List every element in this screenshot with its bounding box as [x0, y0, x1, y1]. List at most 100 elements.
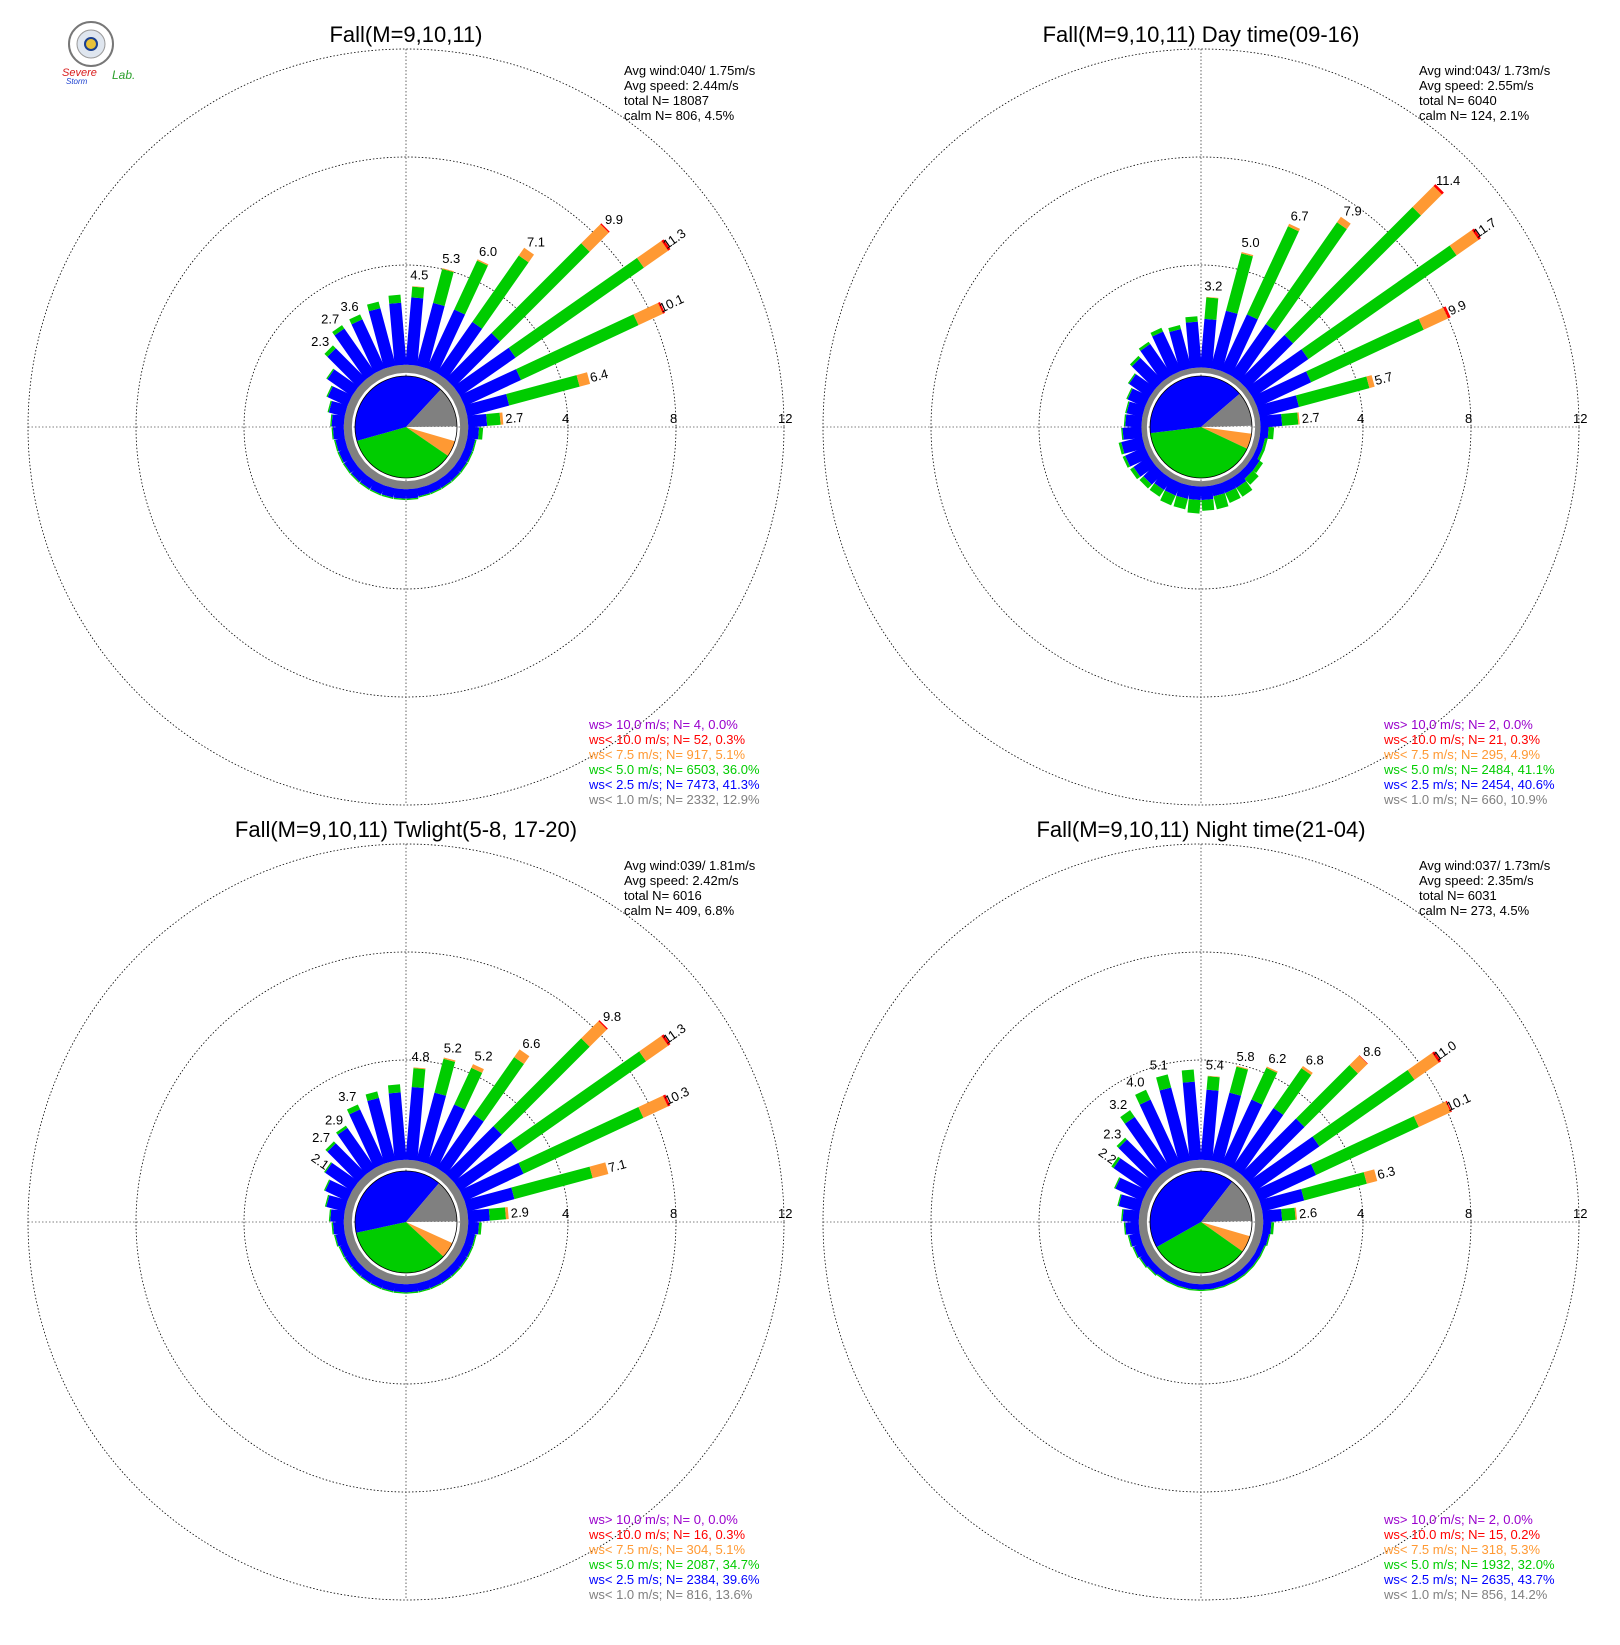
- direction-bar-segment: [1262, 1251, 1263, 1252]
- direction-bar-segment: [455, 450, 462, 453]
- direction-bar-segment: [401, 1276, 402, 1284]
- direction-bar-segment: [1215, 370, 1216, 375]
- legend-entry: ws> 10.0 m/s; N= 0, 0.0%: [588, 1512, 738, 1527]
- direction-bar-segment: [337, 443, 346, 445]
- direction-bar-segment: [1239, 465, 1243, 469]
- direction-bar-segment: [390, 367, 392, 375]
- direction-total-label: 2.7: [312, 1130, 330, 1145]
- direction-bar-segment: [1206, 319, 1210, 367]
- stats-line: calm N= 273, 4.5%: [1419, 903, 1530, 918]
- direction-bar-segment: [1152, 1266, 1157, 1271]
- direction-bar-segment: [346, 411, 354, 413]
- direction-total-label: 4.5: [410, 268, 428, 283]
- direction-bar-segment: [1231, 491, 1236, 501]
- direction-bar-segment: [355, 1186, 362, 1191]
- direction-bar-segment: [489, 1213, 505, 1214]
- direction-bar-segment: [1249, 475, 1255, 481]
- direction-total-label: 2.9: [325, 1112, 343, 1127]
- direction-bar-segment: [1278, 1072, 1306, 1112]
- direction-bar-segment: [437, 1266, 442, 1273]
- direction-bar-segment: [1185, 1274, 1187, 1282]
- direction-bar-segment: [585, 1025, 602, 1042]
- direction-total-label: 2.3: [1103, 1126, 1121, 1141]
- direction-bar-segment: [450, 1186, 457, 1191]
- direction-bar-segment: [446, 485, 447, 486]
- direction-bar-segment: [1245, 1266, 1249, 1270]
- direction-total-label: 6.0: [479, 244, 497, 259]
- direction-bar-segment: [370, 1171, 375, 1178]
- direction-bar-segment: [591, 1168, 607, 1172]
- direction-bar-segment: [1123, 442, 1144, 448]
- direction-bar-segment: [350, 450, 357, 453]
- direction-bar-segment: [420, 1274, 422, 1282]
- direction-bar-segment: [1126, 1227, 1139, 1228]
- direction-bar-segment: [1232, 471, 1235, 475]
- direction-bar-segment: [1159, 476, 1167, 487]
- direction-bar-segment: [1411, 1058, 1435, 1075]
- direction-bar-segment: [1239, 1178, 1245, 1184]
- direction-total-label: 3.2: [1204, 278, 1222, 293]
- direction-bar-segment: [362, 1178, 368, 1184]
- direction-bar-segment: [1172, 1283, 1173, 1284]
- ring-label: 12: [778, 411, 792, 426]
- direction-bar-segment: [1165, 1171, 1170, 1178]
- direction-bar-segment: [1192, 322, 1196, 368]
- direction-total-label: 6.6: [522, 1036, 540, 1051]
- direction-bar-segment: [1250, 1245, 1257, 1248]
- direction-bar-segment: [468, 1227, 479, 1228]
- direction-bar-segment: [1227, 1278, 1229, 1283]
- direction-bar-segment: [1151, 1271, 1152, 1272]
- direction-bar-segment: [1250, 461, 1257, 466]
- direction-bar-segment: [376, 1286, 377, 1287]
- direction-bar-segment: [1143, 1258, 1150, 1263]
- direction-bar-segment: [1162, 1277, 1163, 1278]
- direction-bar-segment: [1123, 1215, 1139, 1216]
- direction-bar-segment: [1253, 1236, 1261, 1238]
- direction-bar-segment: [394, 295, 395, 303]
- direction-bar-segment: [496, 248, 586, 338]
- direction-bar-segment: [487, 419, 500, 420]
- direction-bar-segment: [1175, 1166, 1178, 1173]
- direction-bar-segment: [1186, 370, 1187, 375]
- direction-bar-segment: [450, 458, 457, 463]
- direction-bar-segment: [1157, 1260, 1163, 1266]
- direction-bar-segment: [444, 1260, 450, 1266]
- direction-bar-segment: [411, 1088, 417, 1161]
- direction-bar-segment: [346, 1236, 354, 1238]
- legend-entry: ws< 7.5 m/s; N= 304, 5.1%: [588, 1542, 746, 1557]
- direction-total-label: 3.2: [1109, 1097, 1127, 1112]
- direction-bar-segment: [1206, 486, 1207, 499]
- direction-bar-segment: [1216, 484, 1219, 494]
- direction-bar-segment: [1134, 472, 1137, 474]
- direction-bar-segment: [355, 317, 357, 322]
- direction-bar-segment: [1172, 1278, 1174, 1283]
- direction-bar-segment: [1141, 1206, 1149, 1208]
- direction-bar-segment: [466, 443, 474, 445]
- stats-line: Avg wind:043/ 1.73m/s: [1419, 63, 1551, 78]
- direction-bar-segment: [468, 1215, 490, 1217]
- ring-label: 8: [670, 411, 677, 426]
- direction-bar-segment: [330, 392, 350, 401]
- direction-bar-segment: [442, 1273, 447, 1280]
- direction-bar-segment: [1120, 448, 1123, 449]
- direction-bar-segment: [1170, 481, 1176, 493]
- direction-total-label: 5.2: [474, 1049, 492, 1064]
- direction-bar-segment: [1165, 1266, 1170, 1273]
- direction-bar-segment: [347, 463, 355, 468]
- direction-bar-segment: [352, 1107, 354, 1112]
- direction-bar-segment: [370, 1266, 375, 1273]
- direction-bar-segment: [1240, 1277, 1241, 1278]
- direction-bar-segment: [1263, 1227, 1271, 1228]
- ring-label: 4: [562, 1206, 569, 1221]
- direction-total-label: 10.1: [657, 291, 686, 315]
- direction-bar-segment: [1215, 1274, 1217, 1282]
- direction-total-label: 2.3: [311, 334, 329, 349]
- direction-bar-segment: [332, 421, 344, 422]
- legend-entry: ws< 1.0 m/s; N= 2332, 12.9%: [588, 792, 760, 807]
- direction-bar-segment: [1282, 1214, 1295, 1215]
- stats-line: Avg speed: 2.44m/s: [624, 78, 739, 93]
- direction-bar-segment: [346, 441, 354, 443]
- direction-bar-segment: [1438, 188, 1440, 190]
- direction-bar-segment: [1131, 378, 1132, 379]
